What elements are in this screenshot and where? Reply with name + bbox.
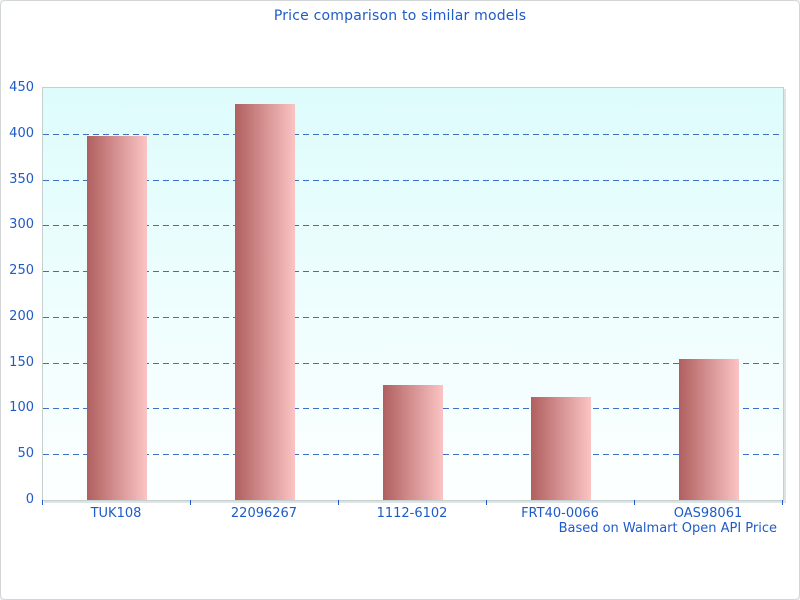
gridline bbox=[43, 133, 783, 135]
plot-area bbox=[42, 87, 784, 501]
x-axis-label: 22096267 bbox=[230, 506, 298, 521]
y-axis-label: 100 bbox=[9, 400, 34, 416]
bar bbox=[235, 104, 295, 500]
gridline bbox=[43, 316, 783, 318]
gridline bbox=[43, 271, 783, 273]
x-axis-label: FRT40-0066 bbox=[521, 506, 599, 521]
x-axis-label: TUK108 bbox=[90, 506, 142, 521]
bar bbox=[383, 385, 443, 500]
bar bbox=[531, 397, 591, 500]
x-axis-tick bbox=[634, 500, 635, 505]
y-axis-label: 450 bbox=[9, 80, 34, 95]
y-axis-label: 250 bbox=[9, 263, 34, 279]
gridline bbox=[43, 225, 783, 227]
y-axis-label: 200 bbox=[9, 308, 34, 324]
chart-footer: Based on Walmart Open API Price bbox=[558, 521, 777, 536]
y-axis-label: 400 bbox=[9, 125, 34, 141]
x-axis-tick bbox=[782, 500, 783, 505]
y-axis-label: 0 bbox=[25, 492, 34, 507]
x-axis-label: OAS98061 bbox=[673, 506, 743, 521]
y-axis-label: 350 bbox=[9, 171, 34, 187]
bar bbox=[679, 359, 739, 500]
x-axis-tick bbox=[338, 500, 339, 505]
x-axis-label: 1112-6102 bbox=[376, 506, 448, 521]
y-axis-label: 300 bbox=[9, 217, 34, 233]
x-axis-tick bbox=[486, 500, 487, 505]
chart-title: Price comparison to similar models bbox=[273, 8, 527, 24]
y-axis-label: 50 bbox=[17, 446, 34, 462]
x-axis-tick bbox=[190, 500, 191, 505]
y-axis-label: 150 bbox=[9, 354, 34, 370]
x-axis-tick bbox=[42, 500, 43, 505]
gridline bbox=[43, 362, 783, 364]
gridline bbox=[43, 179, 783, 181]
bar bbox=[87, 136, 147, 500]
